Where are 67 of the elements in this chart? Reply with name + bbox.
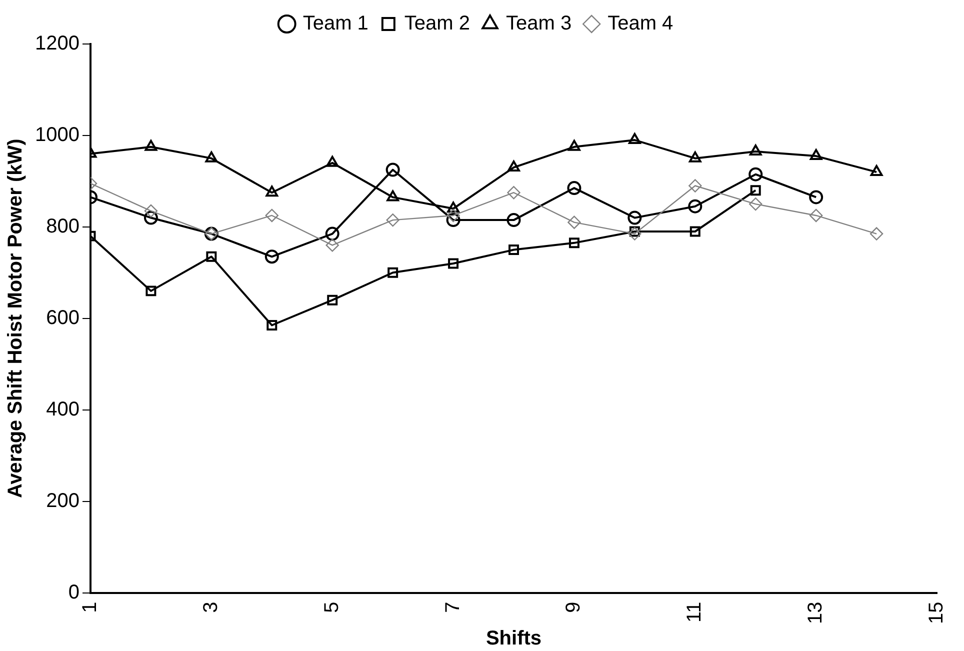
- point: [568, 140, 580, 151]
- point: [688, 151, 702, 162]
- point: [266, 320, 278, 330]
- x-tick-label: 5: [320, 602, 343, 613]
- x-tick-label: 15: [926, 602, 948, 624]
- point: [870, 165, 883, 176]
- point: [508, 160, 520, 172]
- point: [205, 151, 218, 162]
- point: [388, 267, 398, 278]
- x-tick-label: 13: [804, 602, 827, 624]
- point: [628, 133, 641, 144]
- y-tick-label: 200: [46, 490, 80, 512]
- point: [749, 144, 762, 156]
- point: [568, 216, 581, 229]
- point: [144, 210, 158, 225]
- point: [326, 156, 339, 167]
- point: [447, 202, 460, 213]
- point: [749, 197, 762, 211]
- x-tick-label: 11: [684, 602, 706, 623]
- x-tick-label: 7: [442, 602, 464, 613]
- point: [628, 227, 642, 240]
- legend-label: Team 2: [404, 12, 470, 35]
- point: [506, 213, 521, 228]
- point: [144, 140, 158, 151]
- y-tick-label: 400: [46, 398, 80, 420]
- point: [386, 190, 400, 202]
- point: [688, 199, 702, 214]
- y-tick-label: 0: [68, 581, 80, 604]
- point: [750, 185, 761, 196]
- point: [688, 179, 702, 192]
- point: [144, 204, 158, 218]
- y-tick-label: 1200: [34, 32, 80, 55]
- point: [567, 181, 582, 196]
- y-tick-label: 800: [46, 215, 80, 238]
- point: [690, 226, 700, 237]
- point: [325, 226, 340, 241]
- point: [206, 251, 217, 262]
- point: [870, 227, 884, 240]
- point: [327, 294, 338, 306]
- point: [446, 213, 460, 228]
- y-tick-label: 600: [46, 306, 80, 329]
- point: [446, 208, 460, 222]
- legend-label: Team 4: [608, 12, 674, 35]
- point: [748, 167, 763, 182]
- x-axis-title: Shifts: [486, 628, 542, 650]
- point: [508, 244, 519, 256]
- y-tick-label: 1000: [34, 124, 80, 146]
- point: [809, 190, 824, 204]
- point: [146, 286, 156, 296]
- point: [326, 238, 339, 252]
- y-axis-title: Average Shift Hoist Motor Power (kW): [4, 138, 27, 498]
- x-tick-label: 1: [79, 602, 102, 613]
- legend-label: Team 1: [302, 12, 368, 35]
- point: [266, 186, 278, 197]
- point: [448, 258, 459, 269]
- point: [386, 213, 400, 227]
- point: [810, 149, 822, 160]
- point: [809, 208, 823, 222]
- point: [568, 238, 580, 248]
- x-tick-label: 3: [200, 602, 222, 613]
- point: [628, 210, 642, 225]
- x-tick-label: 9: [562, 602, 585, 613]
- point: [265, 208, 278, 222]
- point: [386, 162, 400, 177]
- legend-label: Team 3: [506, 12, 572, 35]
- point: [264, 250, 279, 264]
- point: [507, 186, 520, 200]
